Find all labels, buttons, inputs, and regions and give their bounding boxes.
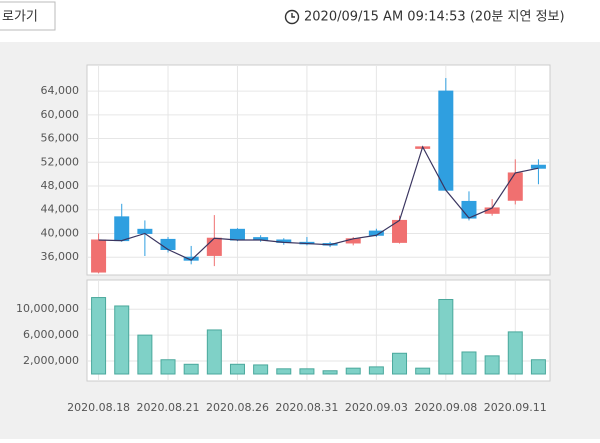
y-tick-label: 10,000,000 xyxy=(16,302,79,315)
timestamp: 2020/09/15 AM 09:14:53 (20분 지연 정보) xyxy=(304,10,565,25)
volume-bar xyxy=(322,370,338,375)
candle-body xyxy=(345,238,361,244)
link-button[interactable] xyxy=(0,1,56,31)
clock-hands xyxy=(291,13,295,18)
volume-bar xyxy=(368,366,384,375)
candle-body xyxy=(229,228,245,241)
volume-bar xyxy=(530,359,546,375)
volume-bar xyxy=(137,334,153,375)
x-tick-label: 2020.08.31 xyxy=(275,401,338,414)
x-tick-label: 2020.08.26 xyxy=(206,401,269,414)
volume-bar xyxy=(415,367,431,375)
volume-bar xyxy=(206,329,222,375)
x-tick-label: 2020.09.03 xyxy=(345,401,408,414)
y-tick-label: 36,000 xyxy=(41,250,80,263)
volume-bar xyxy=(114,305,130,375)
close-line xyxy=(98,145,539,261)
y-tick-label: 6,000,000 xyxy=(23,328,79,341)
volume-bar xyxy=(160,359,176,375)
candle-body xyxy=(206,237,222,256)
volume-bar xyxy=(276,368,292,375)
x-tick-label: 2020.08.18 xyxy=(67,401,130,414)
volume-bar xyxy=(461,351,477,375)
candle-body xyxy=(530,164,546,169)
volume-plot xyxy=(86,279,551,382)
y-tick-label: 40,000 xyxy=(41,226,80,239)
y-tick-label: 56,000 xyxy=(41,132,80,145)
candle-body xyxy=(507,172,523,201)
candle-body xyxy=(438,90,454,191)
candle-body xyxy=(91,239,107,273)
y-tick-label: 60,000 xyxy=(41,108,80,121)
y-tick-label: 2,000,000 xyxy=(23,354,79,367)
candle-body xyxy=(114,216,130,242)
volume-bar xyxy=(229,363,245,375)
volume-bar xyxy=(392,352,408,375)
volume-bar xyxy=(299,368,315,375)
y-tick-label: 52,000 xyxy=(41,155,80,168)
volume-bar xyxy=(253,364,269,375)
volume-bar xyxy=(438,298,454,375)
candle-body xyxy=(160,238,176,250)
clock-icon xyxy=(284,9,300,25)
volume-bar xyxy=(507,331,523,375)
x-tick-label: 2020.09.11 xyxy=(484,401,547,414)
volume-bar xyxy=(183,363,199,375)
x-tick-label: 2020.09.08 xyxy=(414,401,477,414)
y-tick-label: 64,000 xyxy=(41,84,80,97)
price-plot xyxy=(86,64,551,276)
volume-bar xyxy=(91,297,107,375)
y-tick-label: 48,000 xyxy=(41,179,80,192)
y-tick-label: 44,000 xyxy=(41,203,80,216)
volume-bar xyxy=(345,367,361,375)
x-tick-label: 2020.08.21 xyxy=(137,401,200,414)
link-button-label[interactable]: 로가기 xyxy=(2,10,38,25)
volume-bar xyxy=(484,355,500,375)
